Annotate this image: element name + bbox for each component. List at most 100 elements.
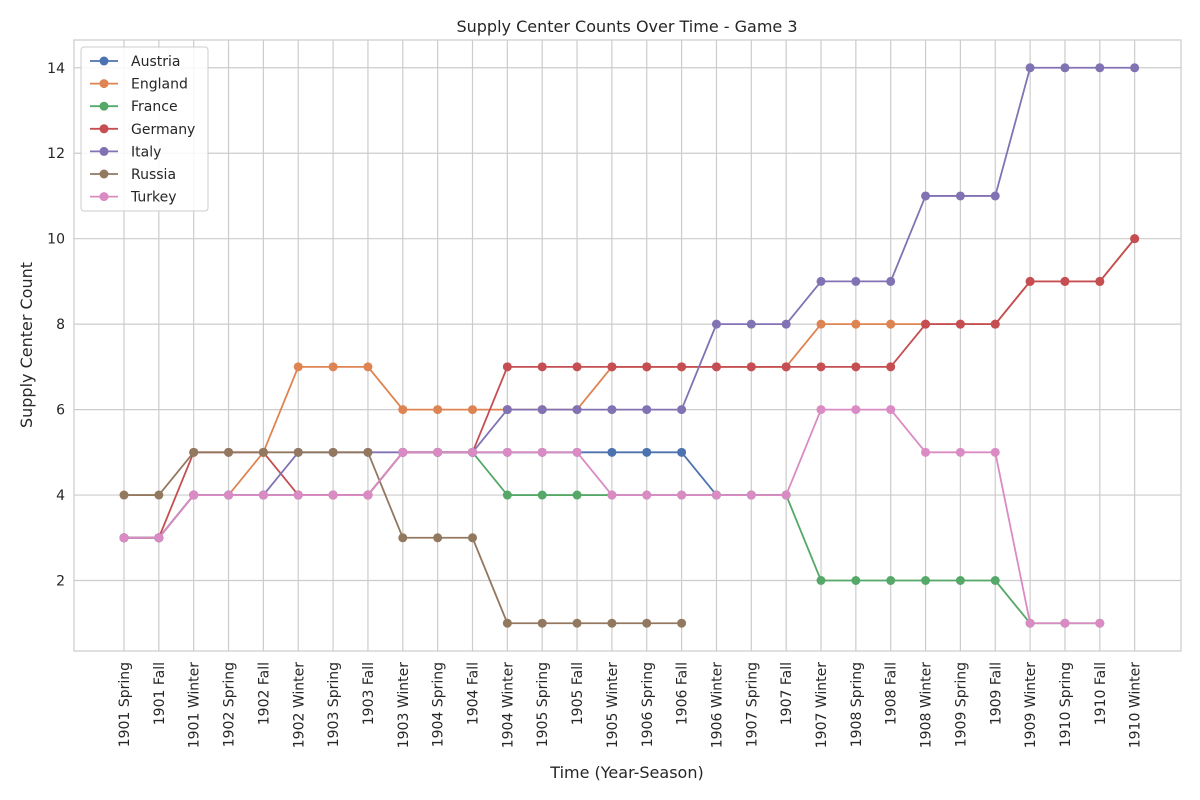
data-point (990, 576, 1000, 585)
data-point (224, 490, 234, 500)
data-point (816, 576, 826, 585)
x-tick-label: 1910 Fall (1093, 662, 1109, 725)
data-point (642, 362, 652, 372)
data-point (189, 490, 199, 500)
legend-item: Italy (90, 144, 161, 160)
data-point (1095, 63, 1105, 73)
data-point (502, 362, 512, 372)
legend-marker (99, 124, 109, 134)
data-point (921, 319, 931, 329)
data-point (293, 490, 303, 500)
x-tick-label: 1903 Fall (361, 662, 377, 725)
legend-marker (99, 146, 109, 156)
data-point (607, 618, 617, 628)
series-line (124, 66, 1135, 539)
x-tick-label: 1905 Fall (570, 662, 586, 725)
y-tick-labels: 2 4 6 8 10 12 14 (47, 61, 65, 590)
data-point (886, 362, 896, 372)
data-point (955, 191, 965, 201)
data-point (781, 319, 791, 329)
data-point (1025, 276, 1035, 286)
data-point (642, 490, 652, 500)
x-tick-label: 1902 Fall (256, 662, 272, 725)
data-point (746, 490, 756, 500)
x-tick-label: 1902 Winter (291, 662, 307, 748)
data-point (642, 618, 652, 628)
data-point (1095, 276, 1105, 286)
x-tick-labels: 1901 Spring 1901 Fall 1901 Winter 1902 Spri… (117, 662, 1144, 748)
data-point (816, 405, 826, 415)
x-tick-label: 1905 Spring (535, 662, 551, 747)
data-point (921, 191, 931, 201)
series-germany (119, 234, 1140, 543)
data-point (154, 490, 164, 500)
x-tick-label: 1904 Winter (500, 662, 516, 748)
data-point (921, 447, 931, 457)
x-tick-label: 1907 Winter (814, 662, 830, 748)
data-point (502, 447, 512, 457)
data-point (711, 362, 721, 372)
y-tick-label: 10 (47, 232, 65, 248)
series-line (124, 238, 1136, 539)
data-point (886, 405, 896, 415)
data-point (816, 362, 826, 372)
data-point (258, 447, 268, 457)
data-point (1130, 234, 1140, 244)
data-point (363, 362, 373, 372)
y-gridlines (74, 67, 1181, 582)
data-point (468, 533, 477, 543)
y-tick-label: 6 (56, 403, 65, 419)
data-point (1025, 618, 1035, 628)
data-point (816, 276, 826, 286)
data-point (990, 319, 1000, 329)
x-tick-label: 1907 Fall (779, 662, 795, 725)
legend-label: Italy (131, 144, 161, 160)
data-point (258, 490, 268, 500)
data-point (537, 405, 547, 415)
data-point (677, 405, 687, 415)
data-point (1095, 618, 1105, 628)
x-gridlines (123, 40, 1136, 651)
data-point (398, 405, 408, 415)
legend: Austria England France Germany Italy Russia Tu… (80, 46, 209, 212)
data-point (433, 447, 443, 457)
data-point (607, 362, 617, 372)
series-turkey (119, 405, 1105, 628)
data-point (886, 319, 896, 329)
data-point (398, 533, 408, 543)
x-tick-label: 1908 Winter (919, 662, 935, 748)
series-layer (119, 63, 1140, 628)
legend-item: Austria (90, 54, 180, 70)
data-point (1130, 63, 1140, 73)
data-point (677, 490, 687, 500)
data-point (851, 319, 861, 329)
x-tick-label: 1908 Fall (884, 662, 900, 725)
data-point (607, 490, 617, 500)
data-point (711, 319, 721, 329)
data-point (537, 447, 547, 457)
x-tick-label: 1901 Spring (117, 662, 133, 747)
y-axis-label: Supply Center Count (17, 262, 36, 428)
legend-label: England (131, 77, 188, 93)
data-point (746, 362, 756, 372)
data-point (607, 405, 617, 415)
series-russia (119, 447, 687, 628)
legend-item: France (90, 99, 178, 115)
plot-frame (73, 39, 1182, 652)
data-point (363, 447, 373, 457)
x-tick-label: 1906 Winter (709, 662, 725, 748)
data-point (502, 618, 512, 628)
data-point (433, 533, 443, 543)
legend-marker (99, 101, 109, 111)
x-tick-label: 1910 Winter (1128, 662, 1144, 748)
y-tick-label: 2 (56, 574, 65, 590)
data-point (851, 362, 861, 372)
legend-item: Russia (90, 167, 176, 183)
legend-marker (99, 56, 109, 66)
data-point (921, 576, 931, 585)
data-point (677, 447, 687, 457)
data-point (955, 576, 965, 585)
x-axis-label: Time (Year-Season) (549, 763, 703, 782)
data-point (851, 405, 861, 415)
